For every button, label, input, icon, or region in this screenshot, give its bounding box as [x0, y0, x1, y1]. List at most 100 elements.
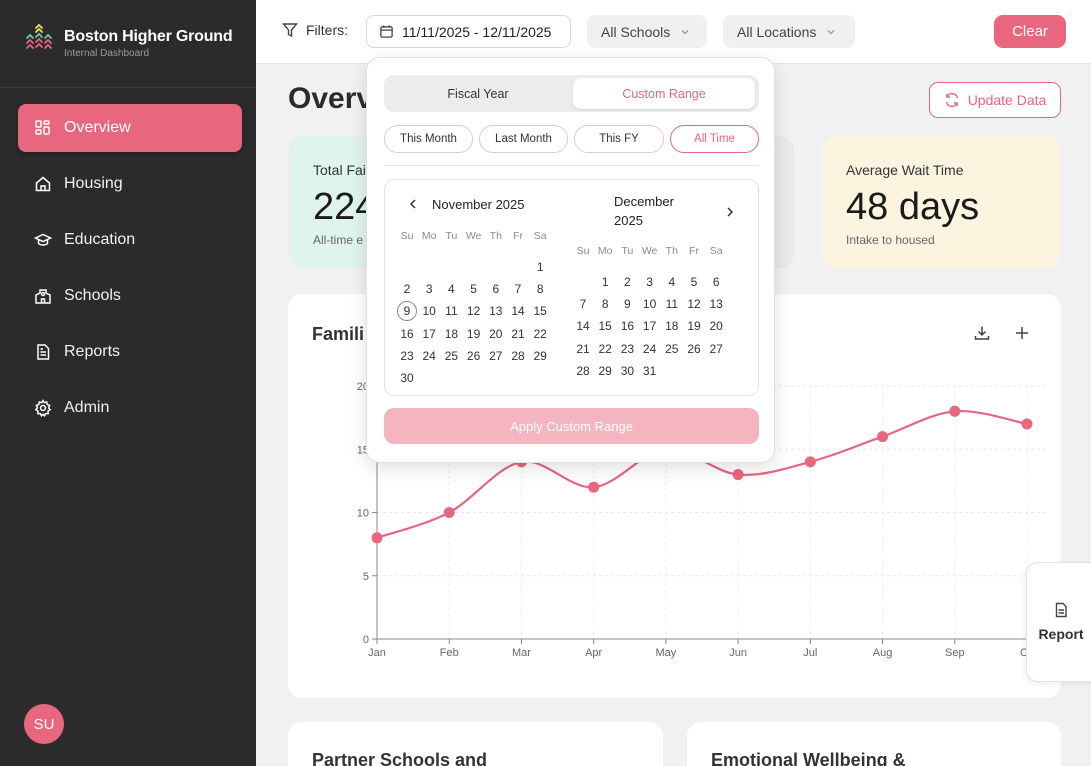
schools-select[interactable]: All Schools [587, 15, 707, 48]
calendar-day[interactable]: 19 [466, 326, 481, 341]
sidebar-item-schools[interactable]: Schools [18, 272, 242, 320]
calendar-day[interactable]: 29 [533, 348, 547, 363]
calendar-day[interactable]: 26 [466, 348, 481, 363]
calendar-day[interactable]: 13 [489, 304, 503, 319]
apply-custom-range-button[interactable]: Apply Custom Range [384, 408, 759, 444]
data-point[interactable] [588, 481, 600, 493]
weekday-label: Mo [421, 230, 437, 242]
x-tick-label: Jun [729, 647, 747, 659]
calendar-day[interactable]: 25 [665, 341, 679, 356]
chevron-down-icon [681, 29, 689, 34]
data-point[interactable] [732, 469, 744, 481]
update-data-button[interactable]: Update Data [929, 82, 1061, 118]
calendar-day[interactable]: 17 [642, 319, 657, 334]
calendar-day[interactable]: 17 [422, 326, 436, 341]
data-point[interactable] [371, 532, 383, 544]
calendar-day[interactable]: 23 [400, 348, 414, 363]
calendar-day[interactable]: 21 [576, 341, 590, 356]
calendar-day[interactable]: 28 [511, 348, 525, 363]
calendar-day[interactable]: 25 [444, 348, 459, 363]
calendar-day[interactable]: 12 [466, 304, 481, 319]
calendar-day[interactable]: 22 [598, 341, 612, 356]
calendar-day[interactable]: 28 [576, 363, 590, 378]
calendar-day[interactable]: 14 [511, 304, 525, 319]
calendar-day[interactable]: 10 [642, 297, 657, 312]
sidebar-item-overview[interactable]: Overview [18, 104, 242, 152]
calendar-day[interactable]: 13 [709, 297, 723, 312]
calendar-day[interactable]: 30 [620, 363, 635, 378]
calendar-day[interactable]: 11 [445, 304, 458, 319]
download-icon[interactable] [973, 324, 991, 342]
calendar-day[interactable]: 15 [598, 319, 612, 334]
calendar-day[interactable]: 27 [489, 348, 503, 363]
data-point[interactable] [804, 456, 816, 468]
calendar-day[interactable]: 15 [533, 304, 547, 319]
calendar-day[interactable]: 4 [668, 275, 676, 289]
sidebar-item-reports[interactable]: Reports [18, 328, 242, 376]
calendar-day[interactable]: 20 [709, 319, 723, 334]
calendar-day[interactable]: 19 [687, 319, 701, 334]
calendar-day[interactable]: 2 [624, 275, 631, 289]
weekday-label: Fr [513, 230, 523, 242]
calendar-day[interactable]: 7 [514, 282, 522, 297]
clear-button[interactable]: Clear [994, 15, 1066, 48]
calendar-day[interactable]: 24 [422, 348, 436, 363]
avatar[interactable]: SU [24, 704, 64, 744]
calendar-day[interactable]: 3 [425, 282, 433, 297]
date-range-button[interactable]: 11/11/2025 - 12/11/2025 [366, 15, 571, 48]
home-icon [35, 176, 51, 192]
data-point[interactable] [877, 431, 889, 443]
fiscal-year-tab[interactable]: Fiscal Year [447, 86, 509, 101]
sidebar-item-education[interactable]: Education [18, 216, 242, 264]
this-month-button[interactable]: This Month [384, 125, 473, 153]
calendar-day[interactable]: 18 [665, 319, 679, 334]
calendar-day[interactable]: 18 [444, 326, 459, 341]
calendar-day[interactable]: 11 [665, 297, 679, 312]
card-value: 224 [313, 186, 377, 228]
calendar-day-today[interactable]: 9 [397, 301, 417, 322]
calendar-day[interactable]: 6 [492, 282, 500, 297]
calendar-day[interactable]: 16 [620, 319, 635, 334]
chevron-left-icon[interactable] [406, 197, 420, 211]
sidebar-item-housing[interactable]: Housing [18, 160, 242, 208]
calendar-day[interactable]: 3 [646, 275, 653, 289]
calendar-day[interactable]: 8 [536, 282, 544, 297]
data-point[interactable] [1021, 418, 1033, 430]
calendar-day[interactable]: 31 [642, 363, 657, 378]
calendar-day[interactable]: 12 [687, 297, 701, 312]
calendar-day[interactable]: 21 [511, 326, 525, 341]
calendar-day[interactable]: 6 [712, 275, 720, 289]
calendar-day[interactable]: 20 [489, 326, 503, 341]
data-point[interactable] [949, 405, 961, 417]
locations-select[interactable]: All Locations [723, 15, 855, 48]
calendar-day[interactable]: 1 [536, 260, 544, 274]
calendar-day[interactable]: 24 [642, 341, 657, 356]
calendar-day[interactable]: 16 [400, 326, 414, 341]
calendar-day[interactable]: 23 [620, 341, 635, 356]
calendar-day[interactable]: 10 [422, 304, 436, 319]
calendar-day[interactable]: 8 [601, 297, 609, 312]
chevron-right-icon[interactable] [723, 205, 737, 219]
calendar-day[interactable]: 29 [598, 363, 612, 378]
calendar-day[interactable]: 4 [448, 282, 455, 297]
calendar-day[interactable]: 2 [403, 282, 411, 297]
calendar-day[interactable]: 26 [687, 341, 701, 356]
calendar-day[interactable]: 27 [709, 341, 723, 356]
this-fy-button[interactable]: This FY [574, 125, 664, 153]
calendar-day[interactable]: 5 [470, 282, 477, 297]
calendar-day[interactable]: 30 [400, 371, 414, 385]
calendar-day[interactable]: 14 [576, 319, 590, 334]
calendar-day[interactable]: 9 [624, 297, 631, 312]
custom-range-tab[interactable]: Custom Range [573, 78, 755, 109]
last-month-button[interactable]: Last Month [479, 125, 568, 153]
calendar-day[interactable]: 7 [579, 297, 587, 312]
data-point[interactable] [443, 507, 455, 518]
calendar-day[interactable]: 1 [601, 275, 609, 289]
sidebar-item-admin[interactable]: Admin [18, 384, 242, 432]
calendar-day[interactable]: 22 [533, 326, 547, 341]
brand[interactable]: Boston Higher Ground Internal Dashboard [0, 0, 256, 88]
all-time-button[interactable]: All Time [670, 125, 759, 153]
plus-icon[interactable] [1013, 324, 1031, 342]
calendar-day[interactable]: 5 [690, 275, 698, 289]
report-tab[interactable]: Report [1026, 562, 1091, 682]
